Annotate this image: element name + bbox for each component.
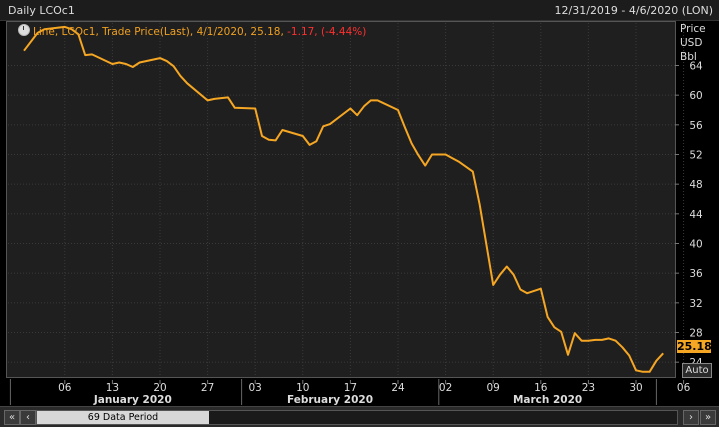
period-scrollbar: « ‹ 69 Data Period › » (0, 406, 719, 427)
x-tick-label: 17 (344, 382, 357, 394)
auto-scale-button[interactable]: Auto (682, 363, 712, 378)
scroll-thumb[interactable]: 69 Data Period (37, 411, 209, 424)
y-tick-label: 32 (689, 298, 702, 310)
last-value-tag: 25.18 (677, 340, 711, 353)
x-tick-label: 16 (534, 382, 548, 394)
x-tick-label: 30 (629, 382, 642, 394)
x-tick-label: 10 (296, 382, 309, 394)
y-tick-label: 52 (689, 150, 702, 162)
x-tick-label: 23 (582, 382, 595, 394)
price-axis-line3: Bbl (680, 50, 706, 64)
price-axis-title: Price USD Bbl (680, 22, 706, 64)
x-tick-label: 06 (58, 382, 72, 394)
scroll-track[interactable]: 69 Data Period (36, 410, 678, 425)
series-legend: Line, LCOc1, Trade Price(Last), 4/1/2020… (18, 24, 366, 38)
y-tick-label: 40 (689, 239, 702, 251)
month-label: January 2020 (93, 394, 172, 406)
y-tick-label: 44 (689, 209, 703, 221)
scroll-first-button[interactable]: « (4, 410, 20, 425)
y-tick-label: 48 (689, 179, 702, 191)
x-tick-label: 13 (106, 382, 119, 394)
y-tick-label: 28 (689, 328, 702, 340)
month-label: March 2020 (513, 394, 582, 406)
x-tick-label: 06 (677, 382, 691, 394)
y-tick-label: 56 (689, 120, 703, 132)
legend-change: -1.17, (-4.44%) (287, 26, 366, 38)
price-axis-line2: USD (680, 36, 706, 50)
x-tick-label: 24 (391, 382, 405, 394)
clock-icon[interactable] (18, 24, 30, 36)
y-tick-label: 36 (689, 268, 703, 280)
scroll-next-button[interactable]: › (683, 410, 699, 425)
x-tick-label: 20 (153, 382, 166, 394)
x-tick-label: 03 (249, 382, 262, 394)
legend-text: Line, LCOc1, Trade Price(Last), 4/1/2020… (33, 26, 287, 38)
scroll-last-button[interactable]: » (700, 410, 716, 425)
price-axis-line1: Price (680, 22, 706, 36)
x-tick-label: 27 (201, 382, 214, 394)
month-label: February 2020 (287, 394, 373, 406)
x-tick-label: 02 (439, 382, 452, 394)
x-tick-label: 09 (487, 382, 500, 394)
price-series-line (24, 27, 663, 372)
scroll-prev-button[interactable]: ‹ (20, 410, 36, 425)
y-tick-label: 60 (689, 90, 702, 102)
